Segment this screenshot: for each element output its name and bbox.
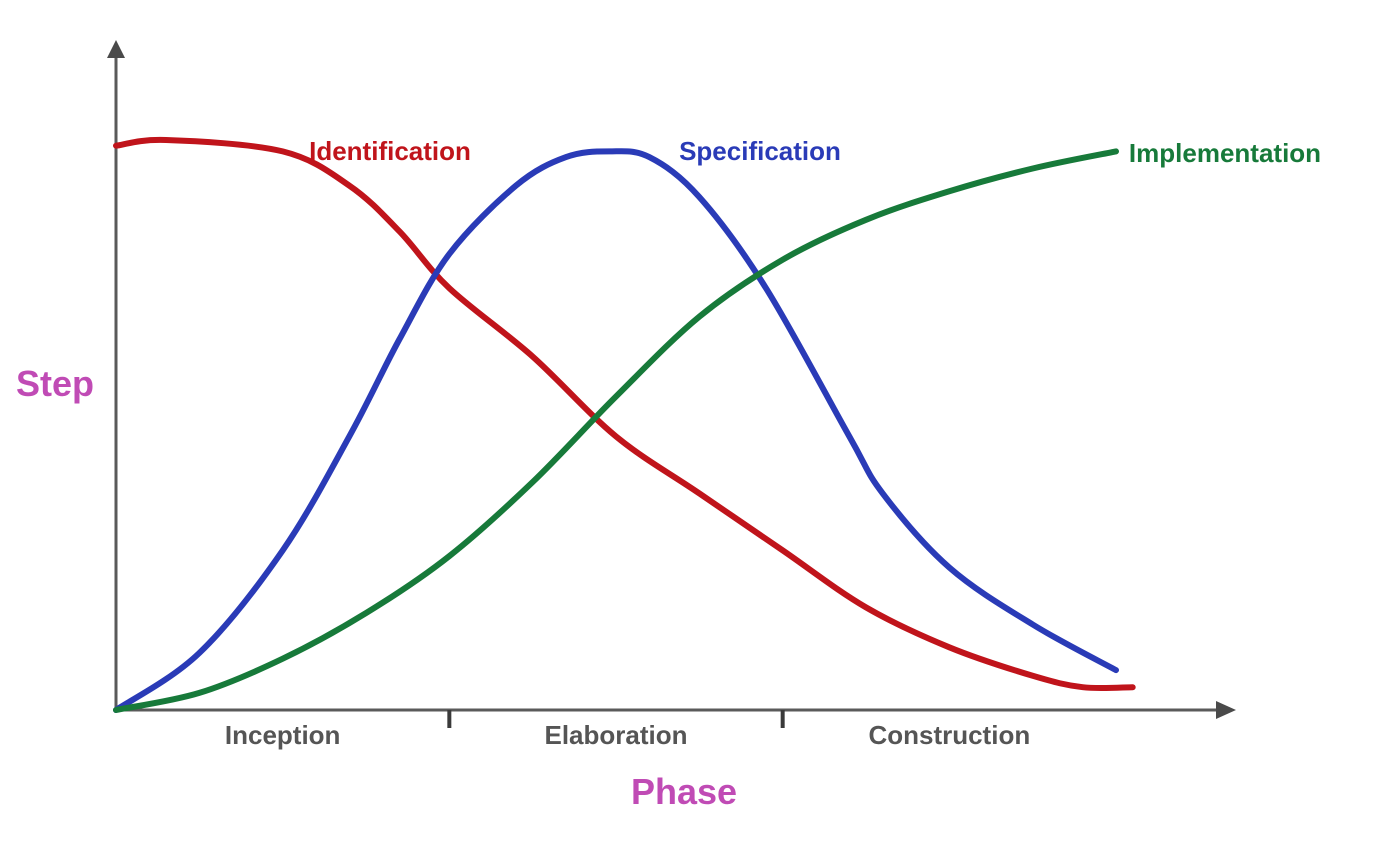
phase-label-construction: Construction [868,720,1030,750]
phase-labels: Inception Elaboration Construction [225,720,1030,750]
series-line-specification [113,148,1119,713]
series-labels: Identification Specification Implementatio… [309,136,1321,168]
x-axis-title: Phase [631,771,737,812]
phase-label-inception: Inception [225,720,341,750]
phase-label-elaboration: Elaboration [544,720,687,750]
series-label-identification: Identification [309,136,471,166]
y-axis-arrow-icon [107,40,125,58]
series-curves [113,136,1136,713]
phase-ticks [447,710,785,728]
series-line-implementation [113,148,1119,713]
series-label-implementation: Implementation [1129,138,1321,168]
series-label-specification: Specification [679,136,841,166]
axes [107,40,1236,719]
x-axis-arrow-icon [1216,701,1236,719]
series-line-identification [113,136,1136,692]
y-axis-title: Step [16,363,94,404]
